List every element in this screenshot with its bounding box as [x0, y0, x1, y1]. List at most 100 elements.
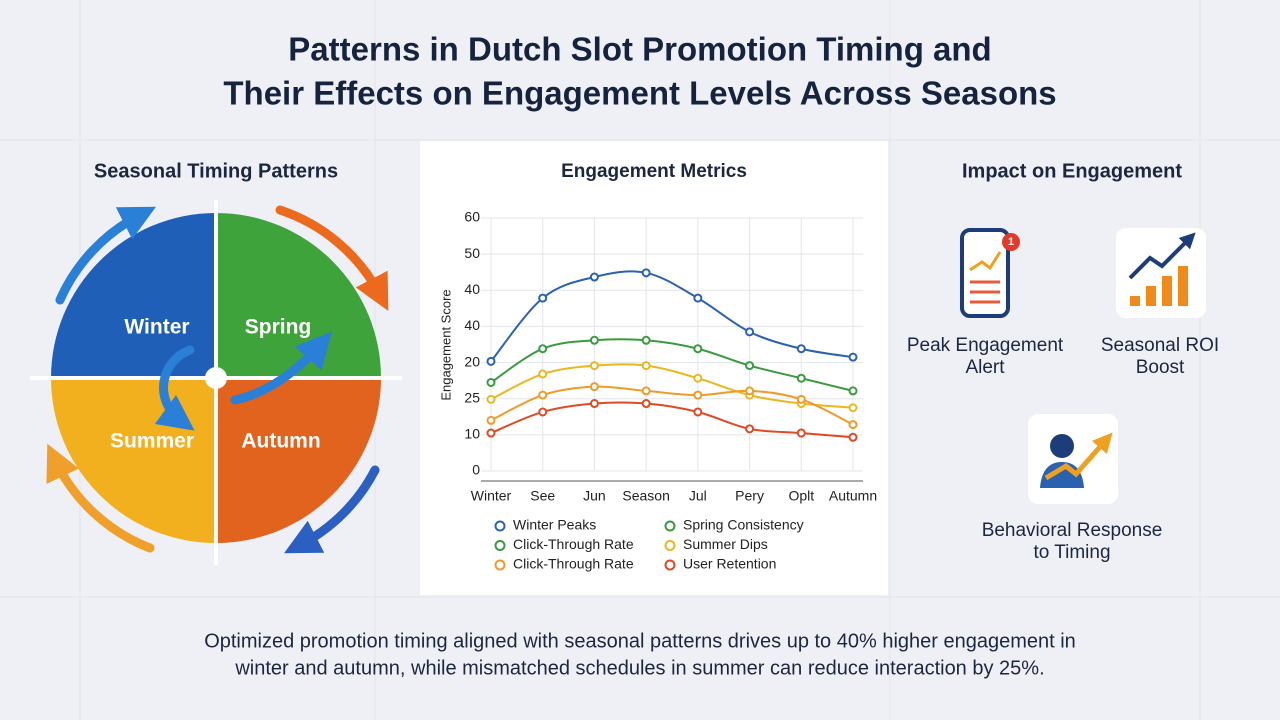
legend-label: Winter Peaks — [513, 517, 596, 533]
x-tick-label: Jun — [583, 488, 606, 504]
footer-text: Optimized promotion timing aligned with … — [204, 630, 1076, 652]
x-tick-label: Season — [622, 488, 669, 504]
icon-card — [1116, 228, 1206, 318]
data-point — [745, 386, 755, 396]
data-point — [641, 361, 651, 371]
data-point — [848, 386, 858, 396]
data-point — [693, 293, 703, 303]
icon-phone — [960, 228, 1010, 318]
chart-panel — [420, 141, 888, 595]
data-point — [848, 403, 858, 413]
x-tick-label: Oplt — [788, 488, 814, 504]
legend-marker — [664, 520, 676, 532]
series-line — [490, 385, 854, 426]
title-line: Patterns in Dutch Slot Promotion Timing … — [288, 31, 991, 68]
icon-bar — [1146, 286, 1156, 306]
icon-bar — [1162, 276, 1172, 306]
data-point — [589, 382, 599, 392]
y-tick-label: 20 — [464, 353, 480, 369]
x-tick-label: Autumn — [829, 488, 877, 504]
y-tick-label: 50 — [464, 245, 480, 261]
icon-bar — [1178, 266, 1188, 306]
data-point — [589, 272, 599, 282]
data-point — [538, 407, 548, 417]
legend-marker — [494, 559, 506, 571]
legend-marker — [494, 520, 506, 532]
season-wheel — [30, 200, 402, 565]
data-point — [486, 377, 496, 387]
data-point — [848, 432, 858, 442]
icon-card — [1028, 414, 1118, 504]
legend-marker — [664, 559, 676, 571]
season-label: Summer — [110, 430, 194, 453]
panel-title: Impact on Engagement — [962, 160, 1182, 182]
data-point — [589, 335, 599, 345]
y-tick-label: 60 — [464, 209, 480, 225]
data-point — [745, 361, 755, 371]
data-point — [693, 344, 703, 354]
icon-arrow — [1044, 432, 1113, 481]
badge-text: 1 — [1008, 236, 1014, 248]
data-point — [796, 394, 806, 404]
icon-bar — [1130, 296, 1140, 306]
impact-label: Behavioral Response — [982, 520, 1163, 541]
data-point — [745, 424, 755, 434]
data-point — [538, 390, 548, 400]
data-point — [745, 327, 755, 337]
data-point — [641, 399, 651, 409]
impact-label: Peak Engagement — [907, 335, 1064, 356]
legend-label: Spring Consistency — [683, 517, 804, 533]
data-point — [796, 373, 806, 383]
legend-label: Click-Through Rate — [513, 536, 634, 552]
legend-label: Summer Dips — [683, 536, 768, 552]
x-tick-label: Jul — [689, 488, 707, 504]
data-point — [796, 428, 806, 438]
data-point — [848, 420, 858, 430]
data-point — [589, 399, 599, 409]
impact-label: Boost — [1136, 357, 1185, 378]
data-point — [486, 394, 496, 404]
y-axis-title: Engagement Score — [438, 289, 453, 400]
data-point — [538, 344, 548, 354]
x-tick-label: Winter — [471, 488, 512, 504]
data-point — [641, 268, 651, 278]
x-tick-label: See — [530, 488, 555, 504]
data-point — [538, 369, 548, 379]
legend-marker — [494, 540, 506, 551]
y-tick-label: 40 — [464, 281, 480, 297]
data-point — [693, 407, 703, 417]
impact-label: Seasonal ROI — [1101, 335, 1219, 356]
panel-title: Seasonal Timing Patterns — [94, 160, 338, 182]
legend-label: Click-Through Rate — [513, 556, 634, 572]
legend-label: User Retention — [683, 556, 776, 572]
season-label: Autumn — [241, 430, 320, 453]
season-label: Spring — [245, 316, 312, 339]
y-tick-label: 40 — [464, 317, 480, 333]
chart-title: Engagement Metrics — [561, 161, 747, 182]
x-tick-label: Pery — [735, 488, 764, 504]
data-point — [641, 386, 651, 396]
icon-graph — [969, 251, 1002, 272]
y-tick-label: 25 — [464, 389, 480, 405]
icon-arrow — [1128, 232, 1196, 280]
title-line: Their Effects on Engagement Levels Acros… — [223, 75, 1056, 112]
data-point — [796, 344, 806, 354]
impact-label: to Timing — [1033, 542, 1110, 563]
data-point — [486, 356, 496, 366]
data-point — [848, 352, 858, 362]
data-point — [589, 361, 599, 371]
y-tick-label: 0 — [472, 462, 480, 478]
data-point — [693, 390, 703, 400]
data-point — [693, 373, 703, 383]
badge — [1002, 233, 1020, 251]
data-point — [538, 293, 548, 303]
legend-marker — [664, 540, 676, 551]
data-point — [486, 428, 496, 438]
season-label: Winter — [124, 316, 189, 339]
impact-label: Alert — [965, 357, 1005, 378]
footer-text: winter and autumn, while mismatched sche… — [234, 657, 1044, 679]
data-point — [641, 335, 651, 345]
icon-head — [1050, 434, 1074, 458]
